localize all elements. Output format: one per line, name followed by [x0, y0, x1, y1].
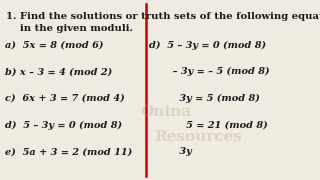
- Text: b) x – 3 = 4 (mod 2): b) x – 3 = 4 (mod 2): [5, 67, 112, 76]
- Text: c)  6x + 3 = 7 (mod 4): c) 6x + 3 = 7 (mod 4): [5, 94, 124, 103]
- Text: d)  5 – 3y = 0 (mod 8): d) 5 – 3y = 0 (mod 8): [5, 120, 122, 130]
- Text: d)  5 – 3y = 0 (mod 8): d) 5 – 3y = 0 (mod 8): [149, 40, 266, 50]
- Text: – 3y = – 5 (mod 8): – 3y = – 5 (mod 8): [149, 67, 269, 76]
- Text: 1. Find the solutions or truth sets of the following equations: 1. Find the solutions or truth sets of t…: [6, 12, 320, 21]
- Text: Resources: Resources: [155, 130, 242, 144]
- Text: Onina: Onina: [141, 105, 192, 119]
- Text: 3y = 5 (mod 8): 3y = 5 (mod 8): [149, 94, 260, 103]
- Text: in the given moduli.: in the given moduli.: [6, 24, 133, 33]
- Text: 3y: 3y: [149, 147, 192, 156]
- Text: e)  5a + 3 = 2 (mod 11): e) 5a + 3 = 2 (mod 11): [5, 147, 132, 156]
- Text: a)  5x = 8 (mod 6): a) 5x = 8 (mod 6): [5, 40, 103, 50]
- Text: 5 = 21 (mod 8): 5 = 21 (mod 8): [149, 120, 268, 129]
